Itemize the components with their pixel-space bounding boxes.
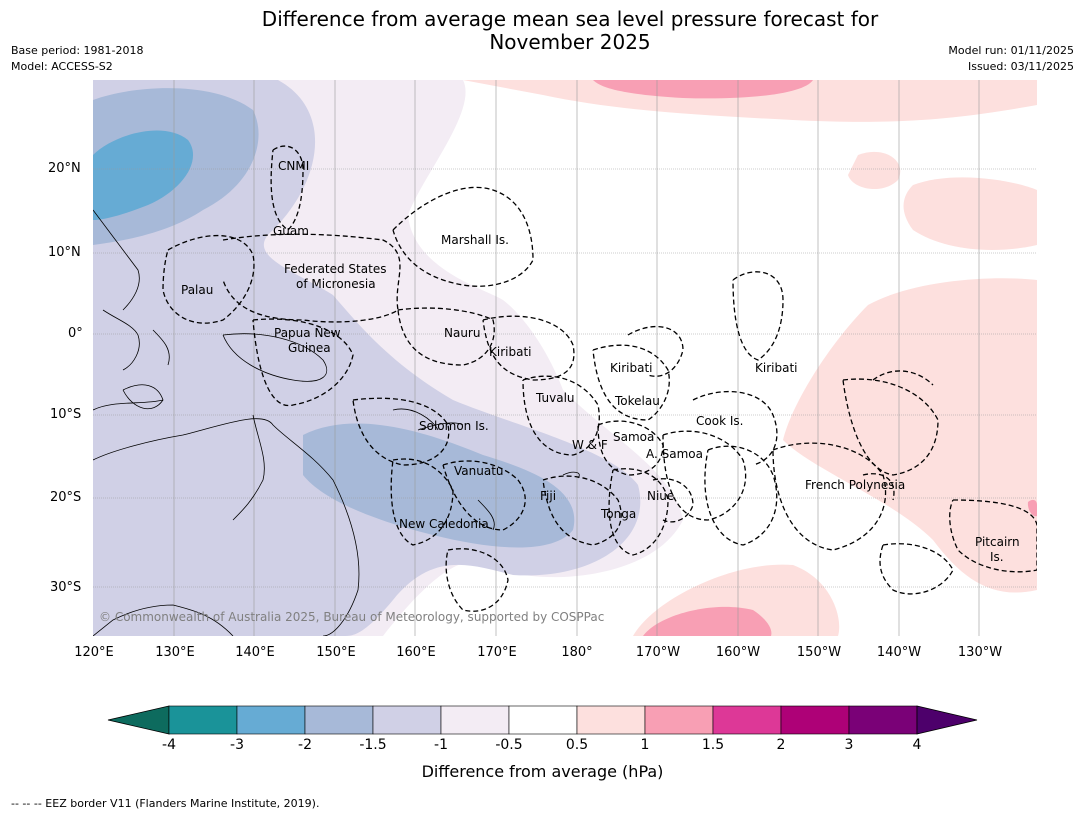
label-cnmi: CNMI: [278, 159, 309, 173]
anomaly-region-pos05-ne: [903, 177, 1037, 250]
label-vanuatu: Vanuatu: [454, 464, 504, 478]
cb-tick-7: 1: [640, 737, 650, 753]
lon-150e: 150°E: [316, 645, 356, 660]
colorbar-arrow-high: [916, 705, 978, 735]
colorbar-cell: [168, 705, 238, 735]
colorbar-cell: [236, 705, 306, 735]
colorbar-cell: [508, 705, 578, 735]
graticule: [93, 80, 1037, 636]
model-name: Model: ACCESS-S2: [11, 60, 113, 73]
colorbar-cell: [780, 705, 850, 735]
label-fsm-1: Federated States: [284, 262, 386, 276]
lon-170w: 170°W: [635, 645, 681, 660]
label-guam: Guam: [273, 224, 309, 238]
cb-tick-5: -0.5: [495, 737, 523, 753]
lat-10s: 10°S: [50, 407, 82, 422]
label-new-caledonia: New Caledonia: [399, 517, 489, 531]
colorbar: [107, 705, 978, 735]
cb-tick-2: -2: [298, 737, 312, 753]
issued-date: Issued: 03/11/2025: [967, 60, 1074, 73]
lat-30s: 30°S: [50, 580, 82, 595]
colorbar-label: Difference from average (hPa): [421, 762, 664, 781]
label-marshall: Marshall Is.: [441, 233, 509, 247]
base-period: Base period: 1981-2018: [11, 44, 144, 57]
label-png-1: Papua New: [274, 326, 341, 340]
coastlines: [93, 209, 580, 636]
lon-140e: 140°E: [235, 645, 275, 660]
anomaly-region-neg2: [93, 130, 194, 220]
cb-tick-4: -1: [434, 737, 448, 753]
colorbar-cell: [644, 705, 714, 735]
colorbar-cell: [372, 705, 442, 735]
lon-170e: 170°E: [477, 645, 517, 660]
anomaly-region-pos05-east: [783, 278, 1037, 593]
label-pitcairn-1: Pitcairn: [975, 535, 1020, 549]
anomaly-region-pos1-east: [1027, 499, 1037, 517]
colorbar-cell: [576, 705, 646, 735]
lon-150w: 150°W: [796, 645, 842, 660]
lon-120e: 120°E: [74, 645, 114, 660]
cb-tick-3: -1.5: [359, 737, 387, 753]
label-fiji: Fiji: [540, 489, 556, 503]
lon-160e: 160°E: [396, 645, 436, 660]
cb-tick-10: 3: [844, 737, 854, 753]
cb-tick-11: 4: [912, 737, 922, 753]
colorbar-cell: [304, 705, 374, 735]
lon-130e: 130°E: [155, 645, 195, 660]
anomaly-region-neg15-south: [303, 423, 575, 548]
lat-20s: 20°S: [50, 490, 82, 505]
lat-20n: 20°N: [48, 161, 81, 176]
label-tuvalu: Tuvalu: [535, 391, 575, 405]
label-french-polynesia: French Polynesia: [805, 478, 905, 492]
title-line-1: Difference from average mean sea level p…: [261, 7, 879, 31]
colorbar-cell: [712, 705, 782, 735]
meta-left: Base period: 1981-2018 Model: ACCESS-S2: [11, 43, 143, 75]
place-labels: CNMI Guam Marshall Is. Federated States …: [181, 159, 1020, 564]
cb-tick-6: 0.5: [565, 737, 589, 753]
lon-160w: 160°W: [715, 645, 761, 660]
colorbar-arrow-low: [107, 705, 170, 735]
title-line-2: November 2025: [489, 30, 651, 54]
label-fsm-2: of Micronesia: [296, 277, 376, 291]
eez-borders: [162, 145, 1037, 612]
label-tonga: Tonga: [600, 507, 636, 521]
label-kiribati-west: Kiribati: [489, 345, 531, 359]
label-pitcairn-2: Is.: [990, 550, 1004, 564]
anomaly-region-pos1-north: [593, 80, 813, 99]
label-samoa: Samoa: [613, 430, 654, 444]
model-run: Model run: 01/11/2025: [948, 44, 1074, 57]
label-niue: Niue: [647, 489, 674, 503]
lat-0: 0°: [68, 326, 83, 341]
colorbar-cell: [848, 705, 918, 735]
map-panel: CNMI Guam Marshall Is. Federated States …: [93, 80, 1037, 636]
lon-130w: 130°W: [957, 645, 1003, 660]
eez-legend-note: -- -- -- EEZ border V11 (Flanders Marine…: [11, 797, 320, 810]
label-tokelau: Tokelau: [614, 394, 660, 408]
cb-tick-9: 2: [776, 737, 786, 753]
label-kiribati-central: Kiribati: [610, 361, 652, 375]
label-kiribati-east: Kiribati: [755, 361, 797, 375]
anomaly-region-pos1-south: [643, 606, 772, 636]
anomaly-region-pos05-hawaii: [848, 151, 901, 190]
cb-tick-1: -3: [230, 737, 244, 753]
label-nauru: Nauru: [444, 326, 480, 340]
map-svg: CNMI Guam Marshall Is. Federated States …: [93, 80, 1037, 636]
label-cook: Cook Is.: [696, 414, 743, 428]
map-title: Difference from average mean sea level p…: [0, 8, 1085, 54]
anomaly-region-pos05-north: [463, 80, 1037, 122]
label-palau: Palau: [181, 283, 213, 297]
label-wf: W & F: [572, 438, 608, 452]
colorbar-cell: [440, 705, 510, 735]
meta-right: Model run: 01/11/2025 Issued: 03/11/2025: [948, 43, 1074, 75]
copyright-notice: © Commonwealth of Australia 2025, Bureau…: [99, 610, 605, 624]
lon-180: 180°: [561, 645, 593, 660]
label-american-samoa: A. Samoa: [646, 447, 703, 461]
cb-tick-8: 1.5: [701, 737, 725, 753]
lon-140w: 140°W: [876, 645, 922, 660]
label-png-2: Guinea: [288, 341, 331, 355]
cb-tick-0: -4: [162, 737, 176, 753]
lat-10n: 10°N: [48, 245, 81, 260]
label-solomon: Solomon Is.: [419, 419, 489, 433]
